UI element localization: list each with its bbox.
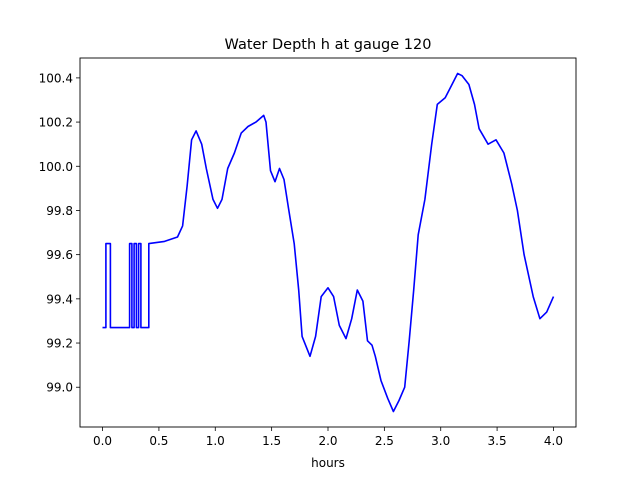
plot-frame bbox=[79, 57, 577, 428]
x-tick-label: 3.5 bbox=[488, 434, 507, 448]
series-line-h bbox=[102, 72, 555, 413]
chart-title: Water Depth h at gauge 120 bbox=[225, 37, 432, 53]
x-tick-label: 2.5 bbox=[375, 434, 394, 448]
x-tick-label: 3.0 bbox=[431, 434, 450, 448]
y-tick-label: 99.0 bbox=[46, 381, 73, 395]
y-tick-label: 99.4 bbox=[46, 292, 73, 306]
x-tick-label: 4.0 bbox=[544, 434, 563, 448]
x-tick-label: 1.5 bbox=[262, 434, 281, 448]
x-tick-label: 2.0 bbox=[318, 434, 337, 448]
y-tick-label: 99.2 bbox=[46, 337, 73, 351]
y-tick-label: 99.6 bbox=[46, 248, 73, 262]
x-axis-label: hours bbox=[311, 456, 345, 470]
y-tick-label: 99.8 bbox=[46, 204, 73, 218]
x-tick-label: 1.0 bbox=[206, 434, 225, 448]
x-tick-label: 0.0 bbox=[93, 434, 112, 448]
y-tick-label: 100.2 bbox=[39, 116, 73, 130]
y-tick-label: 100.4 bbox=[39, 71, 73, 85]
y-tick-label: 100.0 bbox=[39, 160, 73, 174]
x-tick-label: 0.5 bbox=[149, 434, 168, 448]
